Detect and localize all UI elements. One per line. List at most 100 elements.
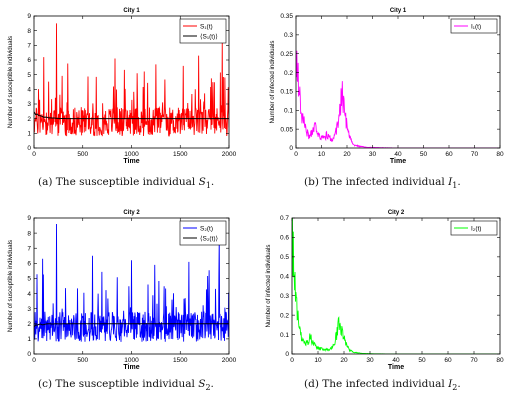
chart-3-xtick-label-2: 20 (340, 357, 348, 364)
series-1-0 (296, 50, 500, 148)
caption-c-end: . (210, 378, 214, 390)
chart-1-ytick-label-7: 0.35 (280, 13, 293, 20)
chart-3-ytick-label-1: 0.1 (280, 332, 289, 339)
series-2-0 (34, 224, 229, 342)
chart-1-plot-area (296, 50, 500, 148)
chart-0-legend-label-1: ⟨S₁(t)⟩ (200, 32, 218, 40)
chart-1-xtick-label-6: 60 (445, 151, 453, 158)
chart-3-ytick-label-4: 0.4 (280, 273, 289, 280)
chart-0-xtick-label-1: 500 (77, 151, 88, 158)
chart-1-ytick-label-5: 0.25 (280, 51, 293, 58)
series-2-1 (34, 323, 229, 327)
chart-3-ytick-label-0: 0 (285, 351, 289, 358)
caption-b-symbol: I (448, 176, 453, 188)
chart-1: 0 10 20 30 40 50 60 70 80 0 0.05 0.1 0.15 0.2 0.25 0.3 0… (269, 8, 504, 165)
caption-a: (a) The susceptible individual S1. (38, 176, 214, 190)
chart-2-xtick-label-2: 1000 (124, 357, 139, 364)
chart-2-ytick-label-1: 1 (27, 336, 31, 343)
chart-1-xtick-label-4: 40 (394, 151, 402, 158)
chart-1-xtick-label-2: 20 (343, 151, 351, 158)
chart-2-ytick-label-9: 9 (27, 215, 31, 222)
caption-b-end: . (457, 176, 461, 188)
caption-c-text: The susceptible individual (55, 378, 195, 390)
chart-2-xtick-label-4: 2000 (222, 357, 237, 364)
chart-2-ytick-label-4: 4 (27, 291, 31, 298)
chart-0-ytick-label-5: 5 (27, 72, 31, 79)
caption-a-sub: 1 (205, 181, 211, 191)
chart-2-legend-label-1: ⟨S₂(t)⟩ (200, 234, 219, 242)
chart-3-ytick-label-7: 0.7 (280, 215, 289, 222)
caption-b-label: (b) (304, 176, 319, 188)
chart-2-ylabel: Number of susceptible individuals (7, 240, 14, 332)
chart-2-legend: S₂(t) ⟨S₂(t)⟩ (179, 220, 227, 246)
chart-0-xlabel: Time (123, 158, 139, 165)
series-3-0 (292, 218, 500, 354)
chart-1-ytick-label-2: 0.1 (284, 107, 293, 114)
chart-0-ytick-label-9: 9 (27, 13, 31, 20)
caption-c-symbol: S (198, 378, 206, 390)
chart-1-title: City 1 (390, 8, 407, 14)
chart-0-xtick-label-2: 1000 (124, 151, 139, 158)
chart-2-legend-label-0: S₂(t) (200, 225, 213, 232)
chart-2-xlabel: Time (123, 364, 139, 371)
chart-2-xtick-label-0: 0 (32, 357, 36, 364)
chart-1-xtick-label-8: 80 (496, 151, 504, 158)
chart-3-xtick-label-5: 50 (418, 357, 426, 364)
caption-b-text: The infected individual (322, 176, 445, 188)
chart-0: 0 500 1000 1500 2000 0 1 2 3 4 5 6 7 8 9 City 1 Time Numb… (7, 8, 237, 165)
chart-3-xtick-label-7: 70 (470, 357, 478, 364)
caption-a-label: (a) (38, 176, 53, 188)
chart-3-legend-box (450, 220, 498, 236)
chart-1-xtick-label-1: 10 (318, 151, 326, 158)
chart-3-ylabel: Number of infected individuals (265, 245, 272, 328)
chart-2-title: City 2 (123, 210, 140, 216)
chart-1-legend-box (450, 18, 498, 34)
chart-0-title: City 1 (123, 8, 140, 14)
chart-0-ylabel: Number of susceptible individuals (7, 36, 14, 128)
chart-2-xtick-label-3: 1500 (173, 357, 188, 364)
chart-0-ytick-label-2: 2 (27, 116, 31, 123)
chart-1-legend: I₁(t) (450, 18, 498, 34)
chart-2-ytick-label-7: 7 (27, 245, 31, 252)
caption-d-text: The infected individual (322, 378, 445, 390)
chart-0-ytick-label-0: 0 (27, 145, 31, 152)
chart-1-legend-label-0: I₁(t) (471, 23, 481, 30)
chart-3-xtick-label-4: 40 (392, 357, 400, 364)
caption-a-symbol: S (198, 176, 206, 188)
chart-0-legend: S₁(t) ⟨S₁(t)⟩ (179, 18, 227, 44)
chart-3-ytick-label-6: 0.6 (280, 235, 289, 242)
chart-3-xtick-label-6: 60 (444, 357, 452, 364)
chart-3-frame (291, 217, 501, 355)
chart-3-xtick-label-8: 80 (496, 357, 504, 364)
caption-b: (b) The infected individual I1. (304, 176, 461, 190)
caption-d-end: . (457, 378, 461, 390)
chart-0-legend-box (179, 18, 227, 44)
caption-b-sub: 1 (452, 181, 458, 191)
caption-a-end: . (210, 176, 215, 188)
chart-3-xlabel: Time (388, 364, 404, 371)
chart-0-ytick-label-3: 3 (27, 101, 31, 108)
caption-d: (d) The infected individual I2. (304, 378, 461, 392)
chart-0-ytick-label-4: 4 (27, 87, 31, 94)
chart-1-xtick-label-7: 70 (471, 151, 479, 158)
chart-1-xtick-label-5: 50 (420, 151, 428, 158)
chart-3-ytick-label-3: 0.3 (280, 293, 289, 300)
caption-d-symbol: I (448, 378, 453, 390)
chart-0-xtick-label-3: 1500 (173, 151, 188, 158)
chart-3-plot-area (292, 218, 500, 354)
chart-2-xtick-label-1: 500 (77, 357, 88, 364)
caption-c-label: (c) (38, 378, 53, 390)
chart-2-ytick-label-6: 6 (27, 261, 31, 268)
chart-2-ytick-label-0: 0 (27, 351, 31, 358)
chart-0-legend-label-0: S₁(t) (200, 23, 213, 30)
chart-3-legend: I₂(t) (450, 220, 498, 236)
chart-0-ytick-label-7: 7 (27, 43, 31, 50)
chart-1-xlabel: Time (390, 158, 406, 165)
chart-1-ytick-label-0: 0 (289, 145, 293, 152)
chart-0-ytick-label-8: 8 (27, 28, 31, 35)
chart-3-xtick-label-1: 10 (314, 357, 322, 364)
chart-1-ytick-label-4: 0.2 (284, 70, 293, 77)
chart-1-ytick-label-6: 0.3 (284, 32, 293, 39)
chart-2-plot-area (34, 224, 229, 342)
